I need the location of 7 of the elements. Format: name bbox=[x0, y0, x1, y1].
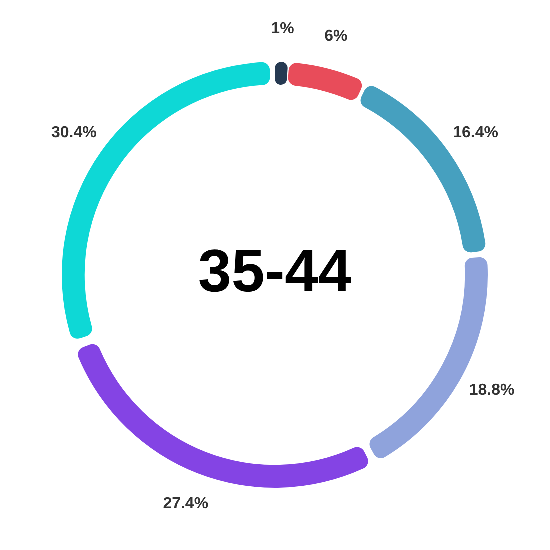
data-label: 16.4% bbox=[453, 124, 499, 142]
data-label: 6% bbox=[324, 28, 348, 46]
data-label: 27.4% bbox=[163, 496, 209, 513]
data-label: 30.4% bbox=[51, 124, 97, 142]
data-label: 1% bbox=[271, 20, 294, 38]
data-label: 18.8% bbox=[469, 382, 515, 400]
text: 35-44 bbox=[198, 238, 352, 305]
